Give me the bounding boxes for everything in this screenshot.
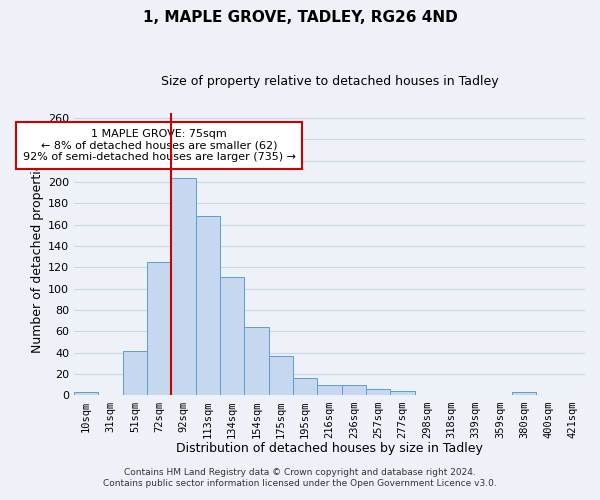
X-axis label: Distribution of detached houses by size in Tadley: Distribution of detached houses by size … [176, 442, 483, 455]
Y-axis label: Number of detached properties: Number of detached properties [31, 156, 44, 352]
Bar [269, 356, 293, 396]
Text: 1 MAPLE GROVE: 75sqm
← 8% of detached houses are smaller (62)
92% of semi-detach: 1 MAPLE GROVE: 75sqm ← 8% of detached ho… [23, 129, 296, 162]
Title: Size of property relative to detached houses in Tadley: Size of property relative to detached ho… [161, 75, 499, 88]
Bar [122, 350, 147, 396]
Text: Contains HM Land Registry data © Crown copyright and database right 2024.
Contai: Contains HM Land Registry data © Crown c… [103, 468, 497, 487]
Bar [196, 216, 220, 396]
Bar [391, 391, 415, 396]
Bar [147, 262, 172, 396]
Bar [293, 378, 317, 396]
Bar [512, 392, 536, 396]
Bar [244, 327, 269, 396]
Bar [172, 178, 196, 396]
Bar [317, 385, 341, 396]
Bar [220, 277, 244, 396]
Bar [366, 389, 391, 396]
Text: 1, MAPLE GROVE, TADLEY, RG26 4ND: 1, MAPLE GROVE, TADLEY, RG26 4ND [143, 10, 457, 25]
Bar [74, 392, 98, 396]
Bar [341, 385, 366, 396]
